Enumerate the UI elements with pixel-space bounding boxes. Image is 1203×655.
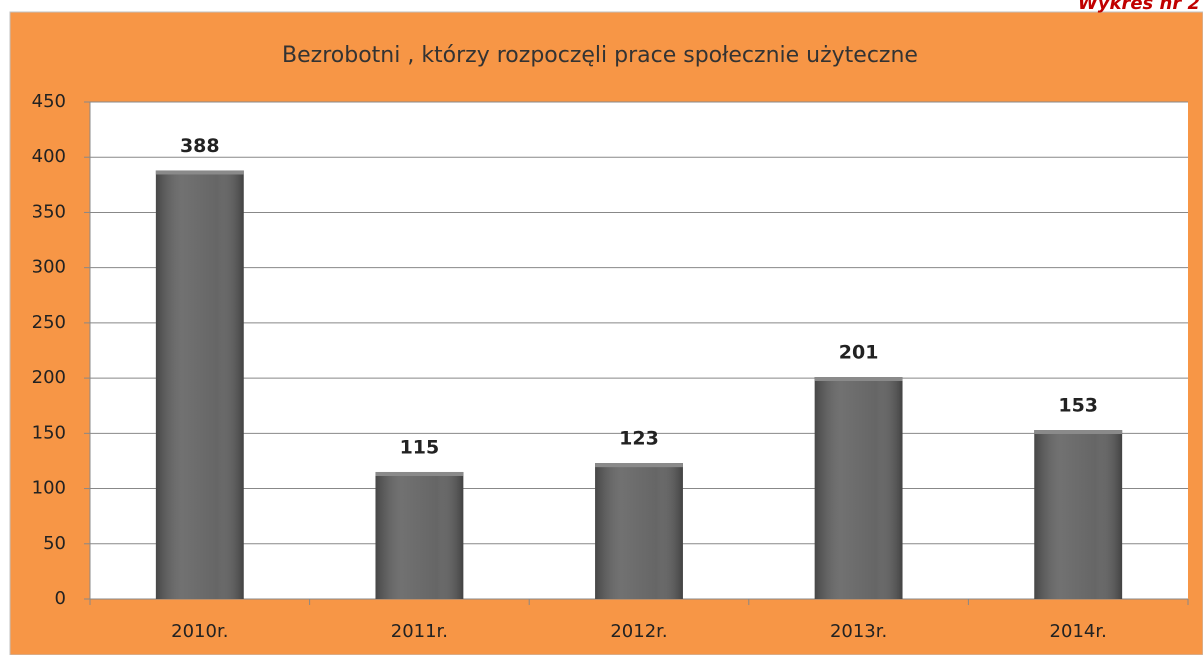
- data-label: 201: [839, 342, 879, 364]
- bar-shading: [595, 463, 683, 599]
- y-tick-label: 450: [32, 91, 66, 112]
- bar-top: [814, 377, 903, 382]
- y-tick-label: 150: [32, 422, 66, 443]
- bar-shading: [814, 377, 903, 599]
- bar-top: [375, 471, 464, 476]
- y-tick-label: 350: [32, 201, 66, 222]
- data-label: 153: [1058, 395, 1098, 417]
- chart-title: Bezrobotni , którzy rozpoczęli prace spo…: [282, 43, 918, 68]
- y-tick-label: 400: [32, 146, 66, 167]
- y-tick-label: 100: [32, 478, 66, 499]
- caption: Wykres nr 2: [1078, 0, 1200, 14]
- y-tick-label: 200: [32, 367, 66, 388]
- x-tick-label: 2013r.: [830, 621, 887, 642]
- y-tick-label: 0: [55, 588, 66, 609]
- y-tick-label: 50: [43, 533, 66, 554]
- x-tick-label: 2012r.: [610, 621, 667, 642]
- bar-shading: [155, 170, 244, 599]
- bar-top: [1034, 430, 1123, 435]
- data-label: 388: [180, 135, 220, 157]
- x-tick-label: 2011r.: [391, 621, 448, 642]
- x-tick-label: 2010r.: [171, 621, 228, 642]
- bar-shading: [1034, 430, 1123, 599]
- bar-top: [595, 463, 683, 468]
- y-tick-label: 250: [32, 312, 66, 333]
- data-label: 115: [400, 436, 440, 458]
- y-tick-label: 300: [32, 257, 66, 278]
- data-label: 123: [619, 428, 659, 450]
- bar-top: [155, 170, 244, 175]
- bar-shading: [375, 471, 464, 599]
- x-tick-label: 2014r.: [1050, 621, 1107, 642]
